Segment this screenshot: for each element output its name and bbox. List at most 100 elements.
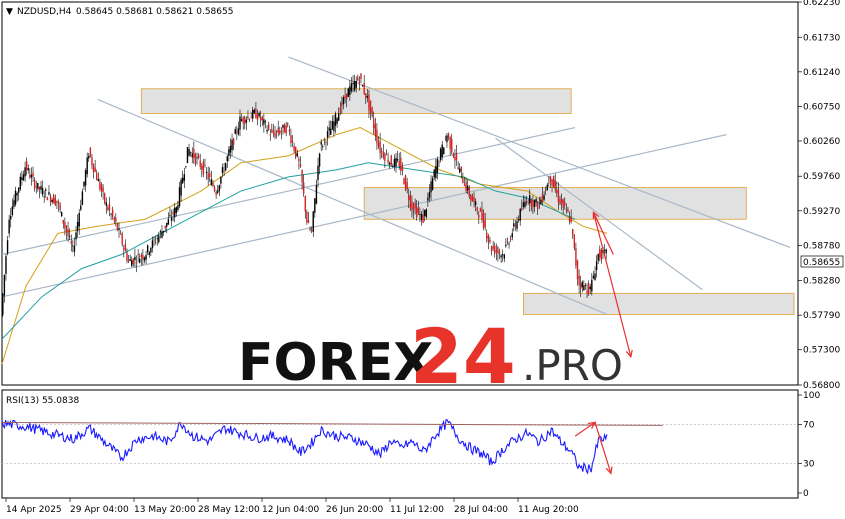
candle-body — [21, 177, 23, 180]
candle-body — [210, 179, 213, 185]
candle-body — [486, 232, 488, 239]
candle-body — [275, 130, 278, 133]
candle-body — [2, 294, 4, 315]
candle-body — [490, 246, 493, 252]
candle-body — [288, 129, 291, 132]
candle-body — [280, 131, 283, 133]
candle-body — [228, 149, 230, 156]
candle-body — [466, 185, 469, 191]
candle-body — [175, 207, 178, 213]
candle-body — [129, 259, 131, 261]
candle-body — [299, 164, 302, 167]
candle-body — [10, 215, 12, 220]
candle-body — [420, 213, 423, 221]
candle-body — [400, 157, 402, 171]
candle-body — [277, 127, 279, 133]
candle-body — [162, 230, 165, 233]
candle-body — [248, 119, 251, 121]
candle-body — [495, 250, 498, 252]
candle-body — [304, 196, 306, 212]
candle-body — [509, 238, 512, 240]
candle-body — [326, 130, 329, 138]
candle-body — [417, 208, 420, 214]
candle-body — [172, 211, 174, 215]
candle-body — [579, 283, 582, 289]
time-tick-label: 13 May 20:00 — [134, 505, 196, 515]
forecast-arrowhead — [605, 466, 613, 475]
candle-body — [13, 200, 15, 207]
candle-body — [100, 184, 103, 192]
candle-body — [146, 245, 149, 253]
candle-body — [212, 182, 214, 187]
candle-body — [111, 209, 114, 217]
candle-body — [123, 247, 125, 250]
candle-body — [260, 117, 262, 121]
candle-body — [595, 261, 598, 271]
candle-body — [412, 206, 415, 213]
candle-body — [441, 144, 443, 158]
price-tick-label: 0.58780 — [803, 241, 840, 251]
candle-body — [54, 197, 57, 206]
candle-body — [361, 85, 364, 87]
candle-body — [352, 82, 354, 85]
candle-body — [535, 198, 537, 202]
rsi-axis: 100 70 30 0 — [798, 391, 820, 499]
candle-body — [121, 233, 123, 245]
candle-body — [191, 153, 193, 158]
candle-body — [414, 202, 416, 209]
symbol-arrow-icon[interactable]: ▼ — [6, 7, 13, 17]
candle-body — [131, 260, 133, 267]
candle-body — [296, 153, 299, 156]
candle-body — [263, 119, 265, 125]
candle-body — [40, 186, 42, 190]
time-axis: 14 Apr 2025 29 Apr 04:00 13 May 20:00 28 Ma… — [5, 498, 579, 515]
candle-body — [177, 205, 179, 211]
candle-body — [549, 175, 552, 182]
candle-body — [478, 214, 480, 218]
candle-body — [213, 186, 216, 192]
candle-body — [529, 195, 531, 204]
candle-body — [459, 168, 461, 173]
candle-body — [231, 139, 233, 150]
candle-body — [506, 241, 509, 243]
candle-body — [446, 135, 448, 143]
candle-body — [287, 123, 289, 125]
candle-body — [48, 192, 50, 195]
rsi-label: RSI(13) 55.0838 — [6, 396, 79, 406]
candle-body — [27, 168, 29, 170]
candle-body — [298, 158, 300, 162]
candle-body — [530, 199, 533, 207]
candle-body — [178, 187, 181, 207]
candle-body — [148, 252, 150, 256]
candle-body — [435, 166, 437, 179]
candle-body — [68, 235, 71, 237]
candle-body — [279, 130, 281, 134]
candle-body — [572, 229, 574, 236]
candle-body — [538, 200, 540, 203]
candle-body — [307, 220, 310, 224]
candle-body — [224, 163, 227, 171]
candle-body — [586, 290, 588, 293]
candle-body — [575, 248, 577, 266]
candle-body — [433, 169, 435, 178]
brand-forex: FOREX — [238, 333, 433, 393]
candle-body — [516, 221, 518, 229]
candle-body — [56, 200, 58, 203]
trendline — [495, 137, 703, 291]
candle-body — [89, 147, 92, 157]
candle-body — [369, 100, 372, 113]
candle-body — [384, 153, 386, 161]
candle-body — [217, 190, 219, 193]
candle-body — [83, 181, 85, 187]
candle-body — [398, 161, 400, 166]
candle-body — [220, 176, 222, 184]
candle-body — [151, 240, 154, 249]
candle-body — [43, 196, 45, 198]
candle-body — [29, 174, 31, 178]
candle-body — [333, 121, 335, 132]
candle-body — [331, 120, 334, 130]
candle-body — [18, 187, 20, 193]
candle-body — [169, 215, 171, 216]
candle-body — [97, 179, 100, 182]
candle-body — [158, 235, 160, 243]
